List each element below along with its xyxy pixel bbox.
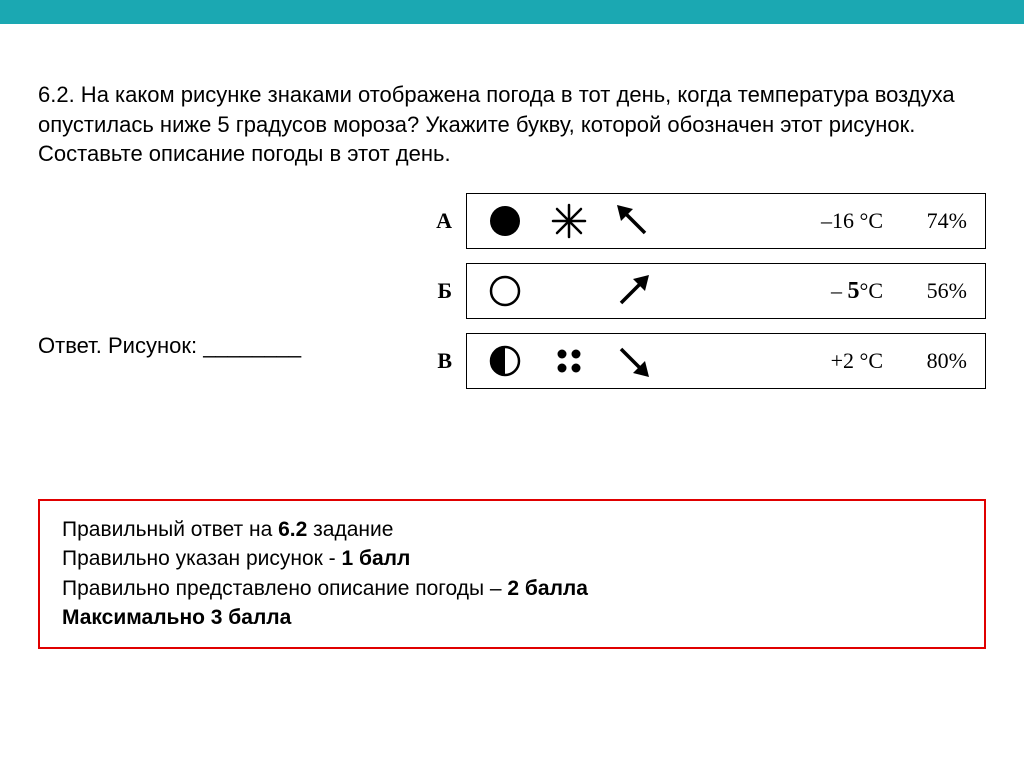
humidity-value: 80% — [907, 348, 967, 374]
rain-dots-icon — [549, 341, 589, 381]
option-row: Б – 5°С 56% — [432, 263, 986, 319]
temp-prefix: – — [831, 278, 848, 303]
humidity-value: 74% — [907, 208, 967, 234]
rubric-bold: 1 балл — [342, 547, 411, 570]
temperature-value: –16 °С — [793, 208, 883, 234]
option-box: –16 °С 74% — [466, 193, 986, 249]
content-area: 6.2. На каком рисунке знаками отображена… — [0, 24, 1024, 389]
snow-icon — [549, 201, 589, 241]
rubric-text: Правильно указан рисунок - — [62, 547, 342, 570]
option-label: А — [432, 208, 452, 234]
question-text: 6.2. На каком рисунке знаками отображена… — [38, 80, 986, 169]
overcast-icon — [485, 201, 525, 241]
rubric-text: задание — [307, 518, 393, 541]
option-label: В — [432, 348, 452, 374]
half-cloud-icon — [485, 341, 525, 381]
rubric-text: Правильно представлено описание погоды – — [62, 577, 507, 600]
rubric-line: Правильно указан рисунок - 1 балл — [62, 544, 962, 573]
option-box: – 5°С 56% — [466, 263, 986, 319]
humidity-value: 56% — [907, 278, 967, 304]
wind-arrow-ne-icon — [613, 271, 653, 311]
wind-arrow-nw-icon — [613, 201, 653, 241]
temp-suffix: °С — [860, 278, 883, 303]
no-precip-icon — [549, 271, 589, 311]
rubric-bold: 6.2 — [278, 518, 307, 541]
option-row: В — [432, 333, 986, 389]
rubric-text: Правильный ответ на — [62, 518, 278, 541]
wind-arrow-se-icon — [613, 341, 653, 381]
option-label: Б — [432, 278, 452, 304]
rubric-bold: 2 балла — [507, 577, 588, 600]
rubric-line-max: Максимально 3 балла — [62, 603, 962, 632]
temperature-value: – 5°С — [793, 278, 883, 305]
option-box: +2 °С 80% — [466, 333, 986, 389]
rubric-box: Правильный ответ на 6.2 задание Правильн… — [38, 499, 986, 649]
rubric-line: Правильный ответ на 6.2 задание — [62, 515, 962, 544]
mid-section: Ответ. Рисунок: ________ А — [38, 193, 986, 389]
temperature-value: +2 °С — [793, 348, 883, 374]
options-list: А — [432, 193, 986, 389]
clear-sky-icon — [485, 271, 525, 311]
answer-prompt: Ответ. Рисунок: ________ — [38, 333, 301, 359]
header-bar — [0, 0, 1024, 24]
option-row: А — [432, 193, 986, 249]
rubric-line: Правильно представлено описание погоды –… — [62, 574, 962, 603]
temp-bold: 5 — [848, 278, 860, 304]
